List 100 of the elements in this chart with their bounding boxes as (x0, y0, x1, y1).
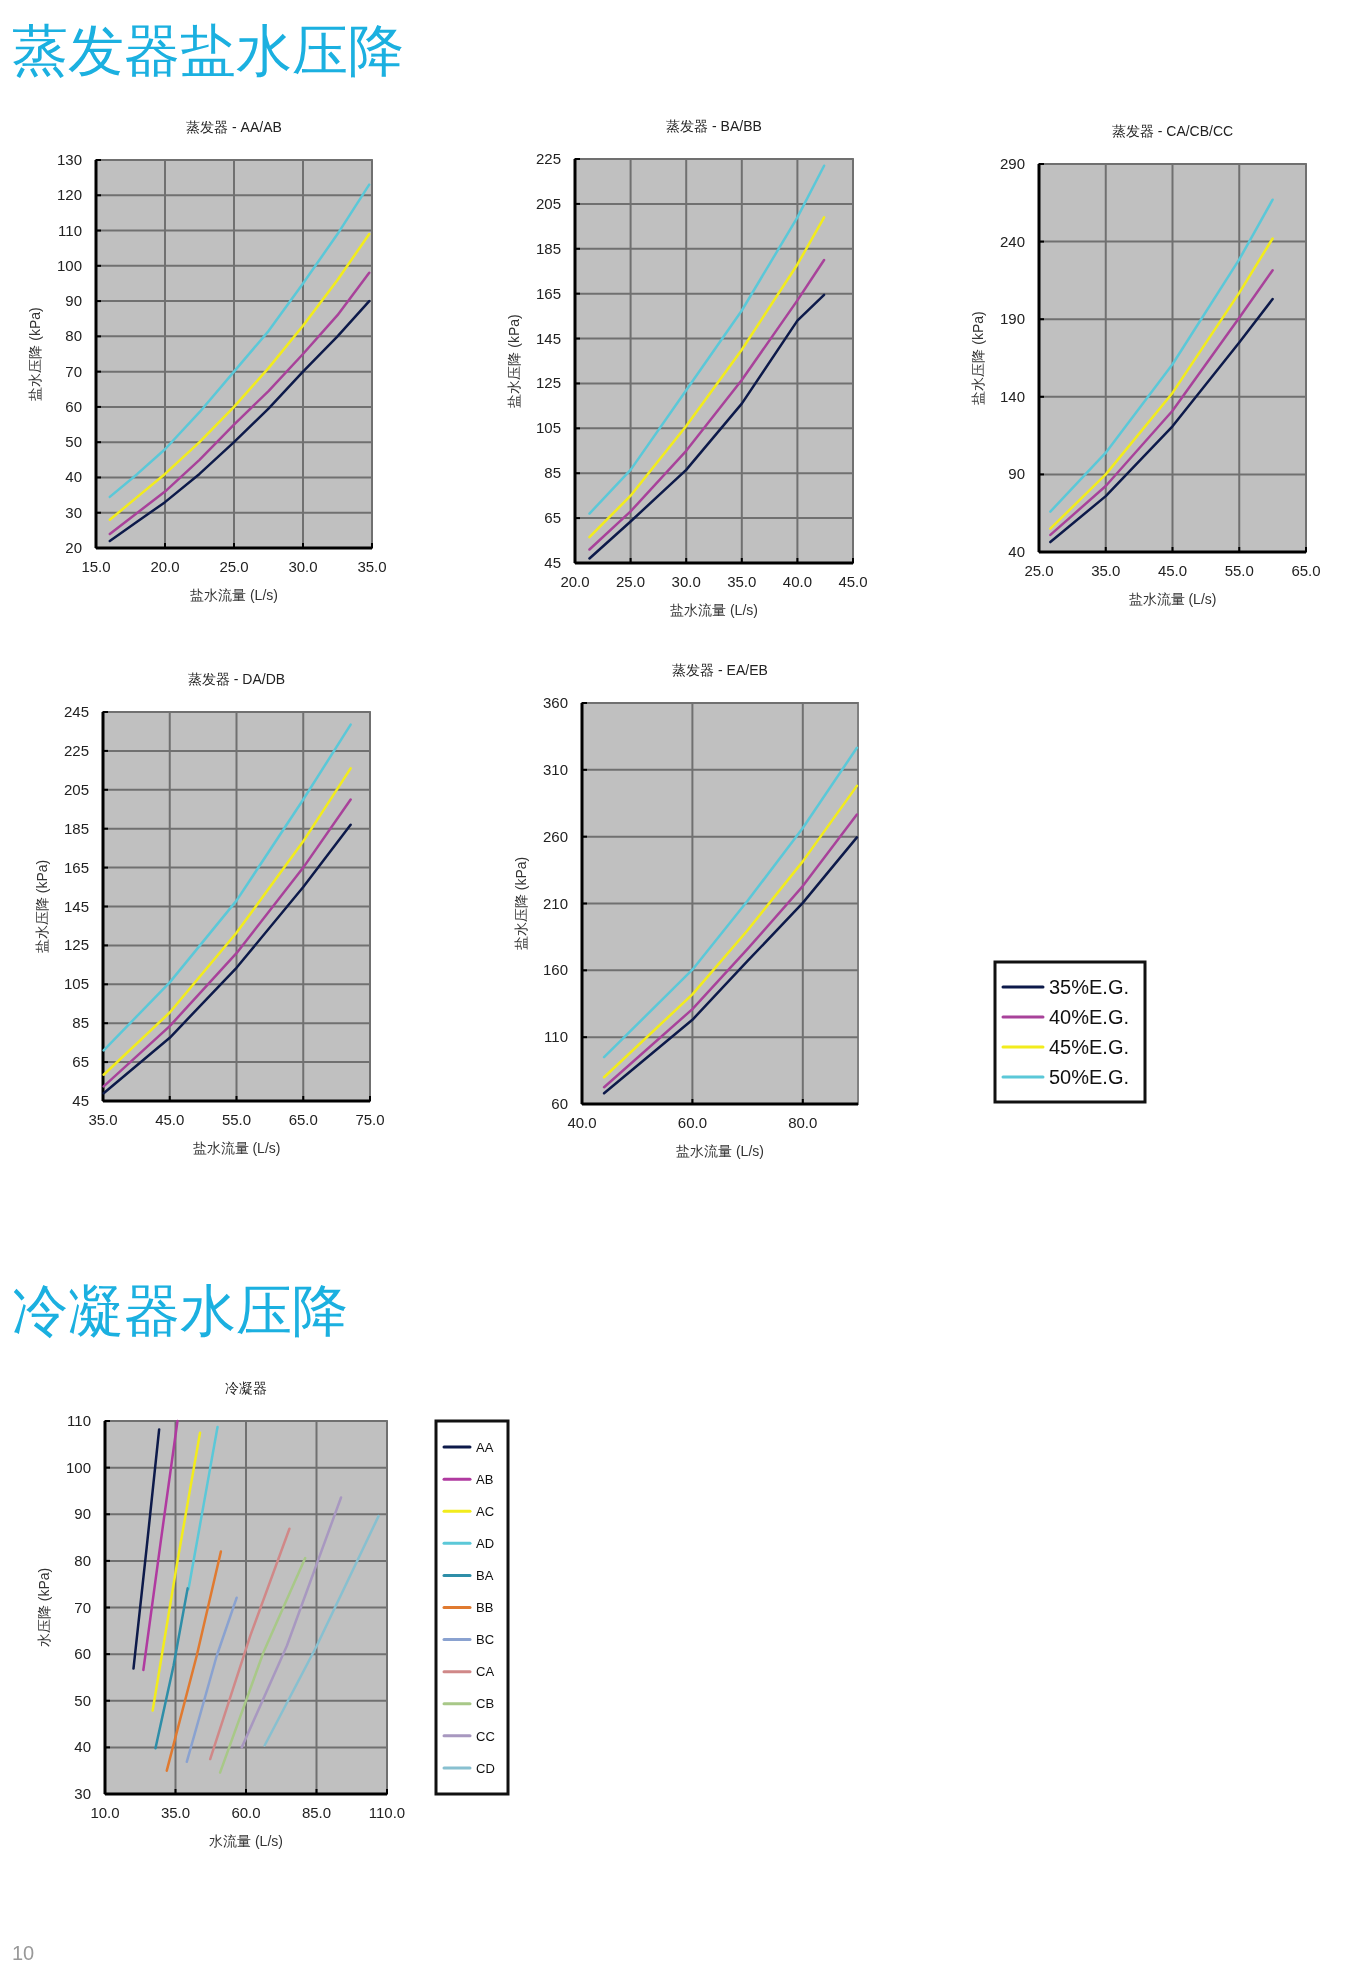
y-tick-label: 110 (67, 1412, 91, 1429)
line-series (102, 723, 352, 1052)
y-tick-label: 185 (63, 819, 89, 837)
y-tick-label: 30 (74, 1785, 91, 1802)
y-tick-label: 260 (542, 827, 568, 845)
chart-title: 蒸发器 - CA/CB/CC (1111, 123, 1234, 139)
x-tick-label: 55.0 (1224, 562, 1254, 579)
y-tick-label: 205 (535, 194, 561, 212)
legend-label: BB (476, 1600, 494, 1616)
x-tick-label: 25.0 (1024, 562, 1054, 579)
x-tick-label: 30.0 (671, 573, 701, 590)
y-axis-title: 盐水压降 (kPa) (27, 307, 43, 401)
y-tick-label: 225 (535, 150, 561, 167)
y-tick-label: 60 (551, 1095, 568, 1112)
x-tick-label: 20.0 (150, 558, 180, 575)
y-tick-label: 20 (65, 539, 82, 556)
y-tick-label: 40 (65, 468, 82, 486)
x-tick-label: 35.0 (727, 573, 757, 590)
x-axis-title: 盐水流量 (L/s) (1128, 591, 1217, 607)
line-series (1049, 198, 1274, 513)
y-tick-label: 100 (56, 256, 82, 274)
y-tick-label: 360 (542, 694, 568, 711)
y-tick-label: 40 (74, 1738, 91, 1756)
x-tick-label: 35.0 (160, 1804, 191, 1821)
x-tick-label: 85.0 (301, 1804, 332, 1821)
x-tick-label: 40.0 (567, 1114, 597, 1131)
chart-title: 冷凝器 (225, 1380, 267, 1396)
y-tick-label: 100 (65, 1458, 91, 1476)
y-axis-title: 盐水压降 (kPa) (34, 859, 50, 954)
x-tick-label: 25.0 (616, 573, 646, 590)
chart-title: 蒸发器 - AA/AB (186, 119, 282, 135)
y-tick-label: 105 (535, 419, 561, 437)
x-tick-label: 20.0 (560, 573, 590, 590)
x-tick-label: 25.0 (219, 558, 249, 575)
chart-title: 蒸发器 - BA/BB (666, 118, 762, 134)
y-tick-label: 125 (63, 936, 89, 954)
legend-label: CC (476, 1728, 495, 1744)
y-tick-label: 120 (56, 186, 82, 204)
y-tick-label: 190 (999, 310, 1025, 328)
legend-label: CD (476, 1760, 495, 1776)
legend-label: 40%E.G. (1049, 1006, 1130, 1029)
y-tick-label: 290 (999, 155, 1025, 172)
x-tick-label: 75.0 (355, 1111, 385, 1128)
y-tick-label: 145 (535, 329, 561, 347)
y-tick-label: 245 (63, 703, 89, 720)
chart-title: 蒸发器 - DA/DB (187, 671, 286, 687)
x-tick-label: 15.0 (81, 558, 111, 575)
legend-label: BC (476, 1632, 495, 1648)
legend-label: BA (476, 1568, 494, 1584)
y-tick-label: 130 (56, 151, 82, 168)
y-tick-label: 240 (999, 232, 1025, 250)
y-tick-label: 50 (65, 433, 82, 451)
y-axis-title: 水压降 (kPa) (36, 1567, 52, 1648)
x-tick-label: 35.0 (357, 558, 387, 575)
y-tick-label: 90 (1008, 465, 1025, 483)
legend-label: AA (476, 1439, 494, 1455)
y-tick-label: 110 (58, 221, 82, 239)
text: 10 (12, 1942, 35, 1964)
x-axis-title: 盐水流量 (L/s) (192, 1140, 281, 1156)
line-series (108, 232, 371, 522)
x-tick-label: 35.0 (88, 1111, 118, 1128)
y-tick-label: 80 (74, 1551, 91, 1569)
x-tick-label: 65.0 (1291, 562, 1321, 579)
y-tick-label: 210 (542, 894, 568, 912)
y-tick-label: 80 (65, 327, 82, 345)
y-tick-label: 65 (544, 509, 561, 527)
y-axis-title: 盐水压降 (kPa) (513, 856, 529, 951)
y-tick-label: 50 (74, 1691, 91, 1709)
x-tick-label: 80.0 (788, 1114, 818, 1131)
x-tick-label: 55.0 (221, 1111, 252, 1128)
x-tick-label: 45.0 (155, 1111, 185, 1128)
y-tick-label: 110 (544, 1028, 568, 1046)
y-tick-label: 45 (544, 554, 561, 571)
y-tick-label: 140 (999, 387, 1025, 405)
y-tick-label: 85 (72, 1014, 89, 1032)
x-tick-label: 40.0 (782, 573, 812, 590)
y-tick-label: 90 (65, 292, 82, 310)
y-tick-label: 45 (72, 1092, 89, 1109)
line-series (588, 216, 826, 539)
legend-label: 35%E.G. (1049, 976, 1130, 999)
x-tick-label: 110.0 (368, 1804, 406, 1821)
y-tick-label: 205 (63, 780, 89, 798)
y-tick-label: 125 (535, 374, 561, 392)
y-tick-label: 310 (542, 760, 568, 778)
line-series (602, 746, 859, 1059)
legend-label: CB (476, 1696, 495, 1712)
y-tick-label: 185 (535, 239, 561, 257)
y-tick-label: 60 (74, 1645, 91, 1663)
y-tick-label: 70 (65, 362, 82, 380)
legend-label: CA (476, 1664, 495, 1680)
line-series (108, 183, 371, 499)
y-tick-label: 165 (63, 858, 89, 876)
x-tick-label: 30.0 (288, 558, 318, 575)
text: 冷凝器水压降 (12, 1279, 348, 1342)
legend-label: AC (476, 1503, 495, 1519)
y-tick-label: 85 (544, 464, 561, 482)
y-tick-label: 70 (74, 1598, 91, 1616)
y-tick-label: 30 (65, 503, 82, 521)
line-series (588, 164, 826, 515)
legend-label: AB (476, 1471, 494, 1487)
